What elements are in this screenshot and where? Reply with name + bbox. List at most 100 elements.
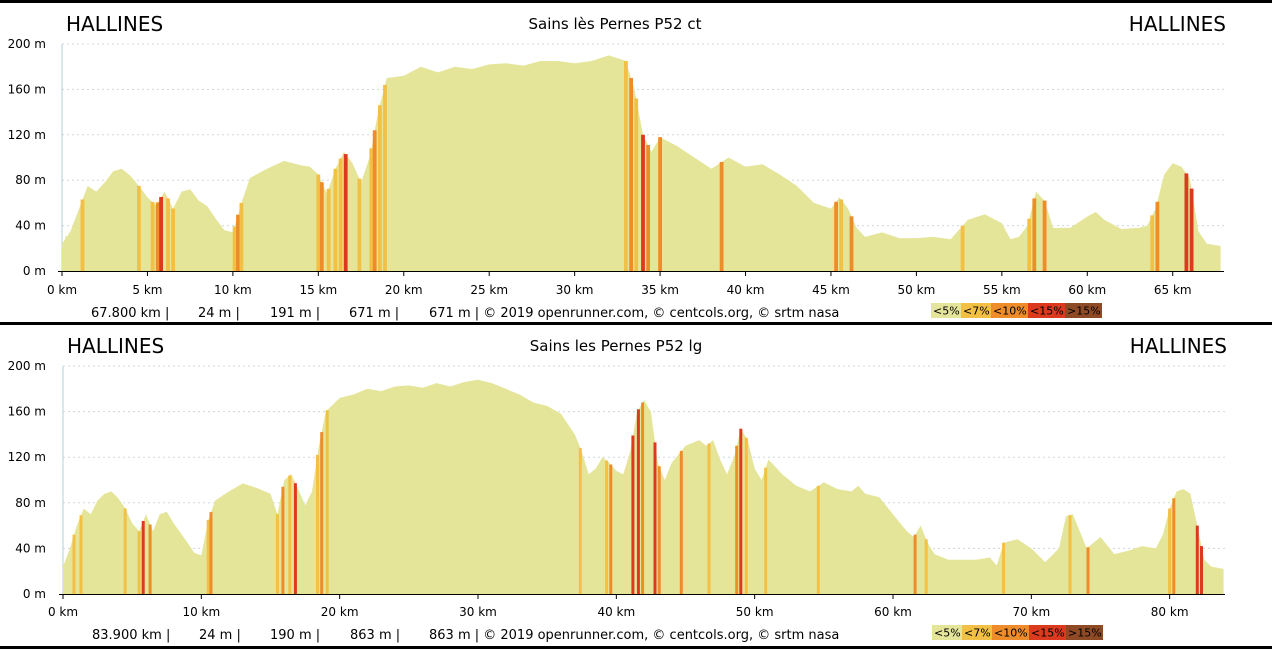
slope-stripe bbox=[1150, 215, 1155, 271]
profile-panel-2: 0 m 40 m 80 m 120 m 160 m 200 m 0 km 10 km 20 k… bbox=[0, 325, 1272, 646]
x-axis bbox=[58, 271, 1224, 276]
legend-swatch bbox=[992, 625, 1029, 640]
slope-stripe bbox=[735, 445, 739, 594]
x-tick-label: 0 km bbox=[47, 283, 77, 297]
chart-title: Sains lès Pernes P52 ct bbox=[529, 15, 702, 33]
slope-stripe bbox=[1032, 198, 1037, 271]
slope-stripe bbox=[1042, 200, 1047, 271]
slope-stripe bbox=[316, 174, 321, 271]
slope-stripe bbox=[326, 188, 331, 271]
x-tick-label: 30 km bbox=[459, 605, 497, 619]
slope-stripe bbox=[150, 202, 155, 271]
start-location-label: HALLINES bbox=[67, 334, 164, 358]
x-tick-label: 20 km bbox=[385, 283, 423, 297]
end-location-label: HALLINES bbox=[1129, 12, 1226, 36]
legend-label: <7% bbox=[964, 627, 991, 640]
slope-stripe bbox=[839, 199, 844, 271]
x-tick-label: 10 km bbox=[182, 605, 220, 619]
slope-stripe bbox=[316, 454, 319, 594]
y-tick-labels: 0 m 40 m 80 m 120 m 160 m 200 m bbox=[8, 37, 46, 278]
slope-stripe bbox=[849, 216, 854, 271]
x-tick-labels: 0 km 5 km 10 km 15 km 20 km 25 km 30 km 35 km 40… bbox=[47, 283, 1192, 297]
y-tick-label: 120 m bbox=[8, 128, 46, 142]
slope-stripe bbox=[744, 437, 748, 594]
slope-stripe bbox=[834, 201, 838, 271]
slope-stripe bbox=[657, 466, 661, 594]
y-tick-labels: 0 m 40 m 80 m 120 m 160 m 200 m bbox=[8, 359, 46, 601]
legend-label: <7% bbox=[963, 305, 990, 318]
slope-stripe bbox=[378, 105, 382, 271]
slope-stripe bbox=[372, 130, 377, 271]
slope-stripe bbox=[281, 486, 285, 594]
x-tick-label: 0 km bbox=[48, 605, 78, 619]
legend-swatch bbox=[1028, 303, 1065, 318]
slope-stripe bbox=[171, 208, 175, 271]
slope-stripe bbox=[159, 197, 163, 271]
y-tick-label: 80 m bbox=[15, 173, 46, 187]
slope-stripe bbox=[658, 137, 662, 271]
slope-stripe bbox=[1086, 547, 1090, 594]
slope-stripe bbox=[764, 467, 768, 594]
top-border bbox=[0, 0, 1272, 3]
slope-stripe bbox=[707, 443, 711, 594]
slope-stripes bbox=[72, 402, 1203, 594]
legend-swatch bbox=[962, 625, 992, 640]
elevation-chart-1: 0 m 40 m 80 m 120 m 160 m 200 m 0 km 5 km 10 km… bbox=[8, 12, 1226, 321]
slope-stripe bbox=[924, 539, 928, 594]
slope-stripe bbox=[679, 450, 683, 594]
slope-stripe bbox=[960, 225, 965, 271]
y-tick-label: 40 m bbox=[15, 219, 46, 233]
legend-label: >15% bbox=[1067, 305, 1101, 318]
y-tick-label: 0 m bbox=[23, 264, 46, 278]
slope-stripe bbox=[236, 214, 240, 271]
slope-stripe bbox=[605, 460, 609, 594]
legend-label: <10% bbox=[994, 627, 1028, 640]
x-tick-label: 15 km bbox=[299, 283, 337, 297]
legend-label: <10% bbox=[993, 305, 1027, 318]
x-tick-label: 40 km bbox=[727, 283, 765, 297]
legend-swatch bbox=[932, 625, 962, 640]
slope-stripe bbox=[1002, 542, 1006, 594]
stat-min-altitude: 24 m | bbox=[198, 306, 240, 321]
slope-stripe bbox=[155, 202, 160, 271]
slope-stripe bbox=[80, 199, 85, 271]
legend-swatch bbox=[1065, 303, 1102, 318]
slope-stripe bbox=[166, 198, 170, 271]
y-tick-label: 0 m bbox=[23, 587, 46, 601]
y-tick-label: 200 m bbox=[8, 359, 46, 373]
slope-stripe bbox=[137, 185, 141, 271]
slope-stripe bbox=[338, 158, 343, 271]
x-tick-labels: 0 km 10 km 20 km 30 km 40 km 50 km 60 km 70 km 8… bbox=[48, 605, 1189, 619]
slope-stripe bbox=[79, 515, 83, 594]
stat-ascent: 671 m | bbox=[349, 306, 399, 321]
stat-ascent: 863 m | bbox=[350, 628, 400, 643]
slope-stripe bbox=[1027, 218, 1032, 271]
x-tick-label: 45 km bbox=[812, 283, 850, 297]
legend-label: <5% bbox=[934, 627, 961, 640]
x-tick-label: 5 km bbox=[132, 283, 162, 297]
x-axis bbox=[59, 594, 1225, 599]
legend-swatch bbox=[931, 303, 961, 318]
slope-legend: <5% <7% <10% <15% >15% bbox=[932, 625, 1103, 640]
slope-stripe bbox=[1184, 173, 1189, 271]
slope-stripe bbox=[141, 521, 145, 594]
slope-legend: <5% <7% <10% <15% >15% bbox=[931, 303, 1102, 318]
x-tick-label: 50 km bbox=[898, 283, 936, 297]
slope-stripe bbox=[578, 448, 582, 594]
slope-stripes bbox=[65, 61, 1194, 272]
y-tick-label: 80 m bbox=[15, 496, 46, 510]
slope-stripe bbox=[343, 154, 348, 271]
y-tick-label: 160 m bbox=[8, 405, 46, 419]
slope-stripe bbox=[609, 464, 613, 594]
stat-descent-credits: 863 m | © 2019 openrunner.com, © centcol… bbox=[429, 628, 839, 643]
panel-divider bbox=[0, 322, 1272, 325]
x-tick-label: 55 km bbox=[983, 283, 1021, 297]
slope-stripe bbox=[288, 475, 292, 594]
legend-swatch bbox=[991, 303, 1028, 318]
x-tick-label: 35 km bbox=[641, 283, 679, 297]
legend-swatch bbox=[1029, 625, 1066, 640]
elevation-chart-2: 0 m 40 m 80 m 120 m 160 m 200 m 0 km 10 km 20 k… bbox=[8, 334, 1227, 643]
x-tick-label: 40 km bbox=[597, 605, 635, 619]
stat-max-altitude: 191 m | bbox=[270, 306, 320, 321]
slope-stripe bbox=[148, 524, 152, 594]
